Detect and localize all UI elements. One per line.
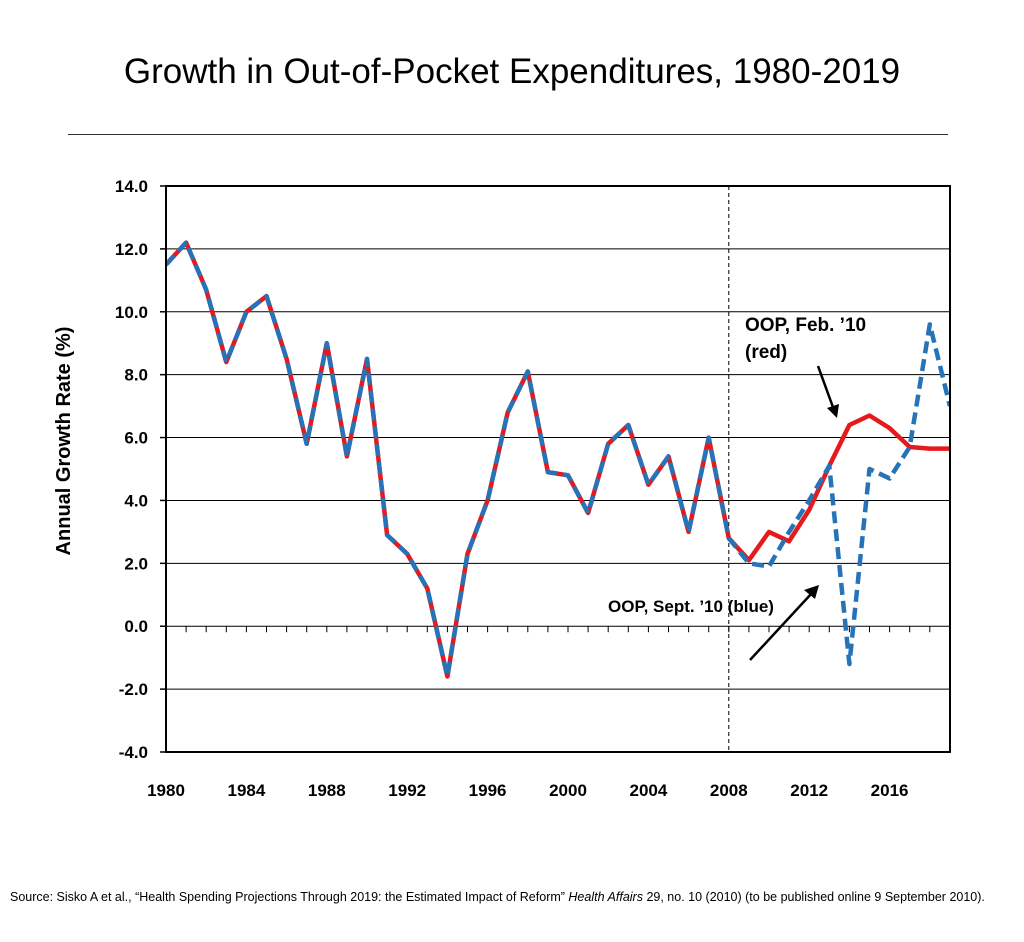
y-tick-label: 0.0 (124, 617, 148, 636)
x-tick-label: 2004 (629, 781, 667, 800)
y-tick-label: 14.0 (115, 177, 148, 196)
annotation-red-label: OOP, Feb. ’10 (745, 315, 866, 336)
chart-title: Growth in Out-of-Pocket Expenditures, 19… (123, 52, 901, 91)
y-tick-label: 10.0 (115, 303, 148, 322)
x-tick-label: 1988 (308, 781, 346, 800)
source-suffix: 29, no. 10 (2010) (to be published onlin… (642, 890, 985, 904)
title-divider (68, 134, 948, 135)
source-prefix: Source: Sisko A et al., “Health Spending… (10, 890, 569, 904)
x-tick-label: 1984 (227, 781, 265, 800)
line-chart: -4.0 -2.0 0.0 2.0 4.0 6.0 8.0 10.0 12.0 14.0 1980 1… (53, 177, 951, 800)
x-tick-label: 2008 (710, 781, 748, 800)
gridlines (166, 185, 950, 753)
y-axis-label: Annual Growth Rate (%) (53, 327, 75, 556)
y-tick-label: 8.0 (124, 366, 148, 385)
series-lines (166, 240, 950, 679)
x-tick-label: 1996 (469, 781, 507, 800)
source-journal: Health Affairs (568, 890, 643, 904)
annotation-red-arrow (816, 365, 836, 411)
x-tick-label: 1992 (388, 781, 426, 800)
annotation-red-label: (red) (745, 342, 787, 363)
axis-labels: -4.0 -2.0 0.0 2.0 4.0 6.0 8.0 10.0 12.0 14.0 1980 1… (53, 177, 909, 800)
axis-ticks (160, 185, 951, 753)
x-tick-label: 2012 (790, 781, 828, 800)
series-line-red (166, 240, 950, 679)
y-tick-label: 4.0 (124, 491, 148, 510)
y-tick-label: 6.0 (124, 429, 148, 448)
annotation-blue-arrow (749, 592, 813, 661)
annotation-red-arrowhead (827, 404, 839, 418)
plot-frame (165, 185, 951, 753)
x-tick-label: 1980 (147, 781, 185, 800)
x-tick-label: 2000 (549, 781, 587, 800)
annotation-blue-arrowhead (804, 585, 819, 599)
y-tick-label: 12.0 (115, 240, 148, 259)
annotations: OOP, Feb. ’10 (red) OOP, Sept. ’10 (blue) (608, 315, 866, 661)
y-tick-label: 2.0 (124, 554, 148, 573)
annotation-blue-label: OOP, Sept. ’10 (blue) (608, 597, 774, 616)
x-tick-label: 2016 (871, 781, 909, 800)
y-tick-label: -2.0 (119, 680, 148, 699)
series-line-blue (166, 240, 950, 679)
y-tick-label: -4.0 (119, 743, 148, 762)
source-note: Source: Sisko A et al., “Health Spending… (10, 889, 1015, 906)
